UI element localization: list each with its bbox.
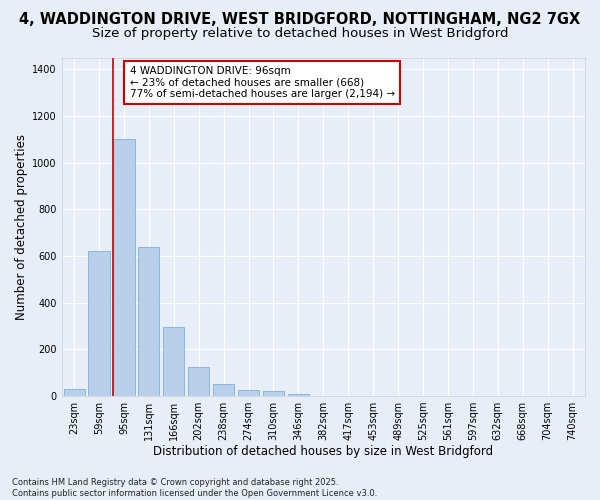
Bar (163, 327, 184, 396)
Bar (188, 367, 209, 396)
Bar (238, 390, 259, 396)
Y-axis label: Number of detached properties: Number of detached properties (15, 134, 28, 320)
Text: 4, WADDINGTON DRIVE, WEST BRIDGFORD, NOTTINGHAM, NG2 7GX: 4, WADDINGTON DRIVE, WEST BRIDGFORD, NOT… (19, 12, 581, 28)
Text: Size of property relative to detached houses in West Bridgford: Size of property relative to detached ho… (92, 28, 508, 40)
Bar (288, 394, 309, 396)
X-axis label: Distribution of detached houses by size in West Bridgford: Distribution of detached houses by size … (153, 444, 493, 458)
Text: Contains HM Land Registry data © Crown copyright and database right 2025.
Contai: Contains HM Land Registry data © Crown c… (12, 478, 377, 498)
Bar (64, 389, 85, 396)
Text: 4 WADDINGTON DRIVE: 96sqm
← 23% of detached houses are smaller (668)
77% of semi: 4 WADDINGTON DRIVE: 96sqm ← 23% of detac… (130, 66, 395, 99)
Bar (113, 139, 134, 396)
Bar (213, 384, 234, 396)
Bar (138, 246, 160, 396)
Bar (88, 251, 110, 396)
Bar (263, 392, 284, 396)
